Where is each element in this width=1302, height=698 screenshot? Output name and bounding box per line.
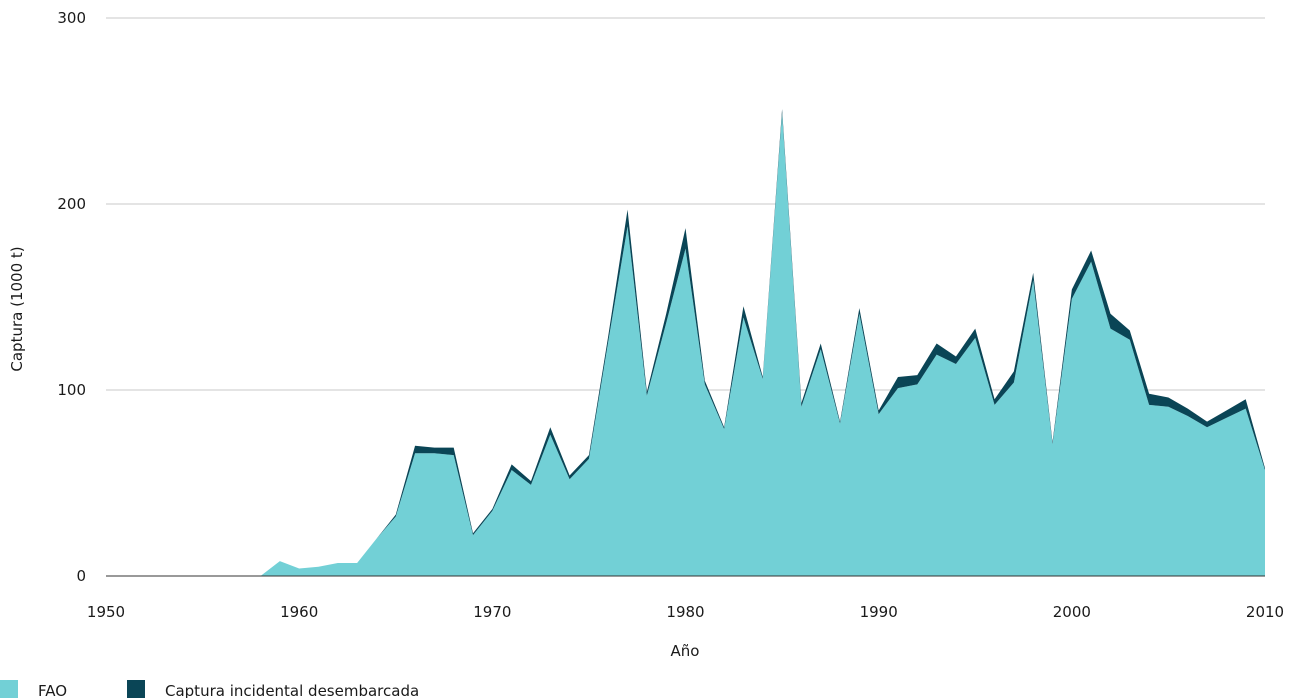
- x-tick-label: 1970: [473, 603, 511, 621]
- x-axis-title: Año: [671, 642, 700, 660]
- x-tick-label: 1960: [280, 603, 318, 621]
- y-axis-title: Captura (1000 t): [8, 246, 26, 371]
- y-tick-label: 0: [76, 567, 86, 585]
- x-tick-label: 1990: [860, 603, 898, 621]
- x-tick-label: 2010: [1246, 603, 1284, 621]
- y-tick-label: 100: [57, 381, 86, 399]
- legend: FAO Captura incidental desembarcada: [0, 680, 419, 698]
- x-tick-label: 1950: [87, 603, 125, 621]
- y-tick-label: 200: [57, 195, 86, 213]
- axes: 0 100 200 300 1950 1960 1970 1980 1990 2000 2010: [57, 9, 1284, 621]
- y-tick-label: 300: [57, 9, 86, 27]
- legend-label-0: FAO: [38, 682, 67, 698]
- stacked-areas: [106, 109, 1265, 577]
- legend-swatch-1: [127, 680, 145, 698]
- legend-label-1: Captura incidental desembarcada: [165, 682, 419, 698]
- series-area-0: [106, 112, 1265, 577]
- x-tick-label: 1980: [666, 603, 704, 621]
- legend-swatch-0: [0, 680, 18, 698]
- x-tick-label: 2000: [1053, 603, 1091, 621]
